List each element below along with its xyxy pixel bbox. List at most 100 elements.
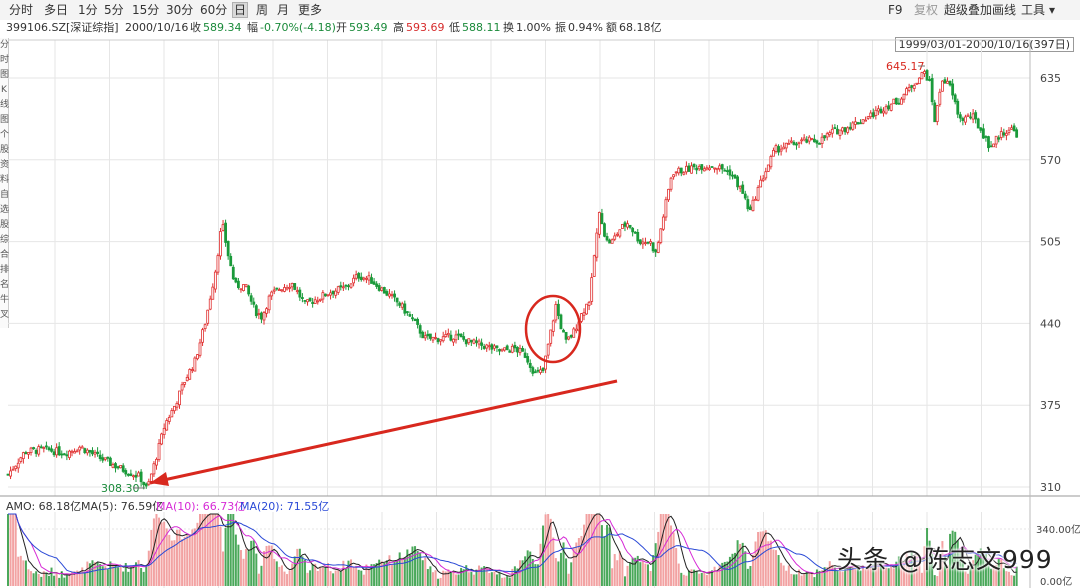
volume-bar [416, 551, 419, 586]
candle-body [78, 446, 82, 451]
volume-bar [124, 563, 127, 586]
tools-button[interactable]: 工具 [1021, 3, 1046, 17]
candle-body [119, 465, 123, 469]
volume-bar [117, 567, 120, 586]
candle-body [810, 137, 814, 140]
volume-bar [897, 556, 900, 586]
candle-body [615, 233, 619, 236]
candle-body [659, 228, 663, 243]
period-multiday[interactable]: 多日 [44, 3, 69, 17]
candle-body [357, 272, 361, 279]
candle-body [948, 80, 952, 86]
candle-body [101, 457, 105, 461]
volume-bar [94, 562, 97, 586]
candle-body [155, 458, 158, 466]
candle-body [992, 143, 995, 148]
volume-bar [905, 551, 908, 586]
candle-body [370, 277, 373, 284]
candle-body [98, 454, 102, 459]
volume-series [7, 514, 1018, 586]
volume-bar [572, 547, 575, 586]
volume-tick-top: 340.00亿 [1036, 523, 1080, 536]
candle-body [523, 352, 527, 358]
volume-bar [204, 514, 207, 586]
candle-body [567, 336, 571, 340]
volume-bar [355, 565, 358, 586]
candle-body [756, 187, 760, 201]
candle-body [713, 167, 716, 170]
candle-body [508, 350, 512, 353]
candle-body [907, 87, 911, 91]
candle-body [144, 483, 148, 487]
candle-body [293, 283, 297, 290]
candle-body [469, 339, 473, 343]
volume-bar [260, 565, 263, 586]
volume-bar [951, 530, 954, 586]
volume-bar [447, 569, 450, 586]
volume-bar [188, 535, 191, 586]
volume-bar [101, 566, 104, 586]
candle-body [953, 94, 957, 103]
candle-body [68, 450, 71, 458]
candle-body [382, 287, 386, 294]
candle-body [782, 146, 786, 150]
candle-body [400, 303, 404, 308]
candle-body [85, 449, 89, 454]
volume-bar [303, 559, 306, 586]
volume-bar [280, 565, 283, 586]
volume-bar [600, 525, 603, 586]
candle-body [434, 337, 437, 339]
candle-body [132, 475, 135, 478]
volume-bar [119, 566, 122, 586]
tools-dropdown-icon[interactable]: ▾ [1049, 3, 1056, 17]
volume-bar [716, 570, 719, 586]
candle-body [449, 334, 453, 341]
period-monthly[interactable]: 月 [277, 3, 290, 17]
volume-bar [352, 566, 355, 586]
volume-bar [350, 559, 353, 586]
candle-body [283, 287, 286, 292]
volume-bar [777, 555, 780, 586]
overlay-button[interactable]: 超级叠加 [944, 3, 993, 17]
volume-bar [111, 564, 114, 586]
volume-bar [339, 571, 342, 586]
candle-body [600, 213, 604, 225]
candle-body [339, 285, 343, 288]
volume-bar [129, 566, 132, 586]
volume-ma5-line [8, 513, 1017, 577]
period-more[interactable]: 更多 [298, 3, 323, 17]
draw-line-button[interactable]: 画线 [992, 3, 1017, 17]
period-15min[interactable]: 15分 [132, 3, 160, 17]
fuquan-button[interactable]: 复权 [914, 3, 939, 17]
volume-bar [700, 572, 703, 586]
volume-bar [37, 573, 40, 586]
period-5min[interactable]: 5分 [104, 3, 124, 17]
candle-body [989, 145, 993, 148]
period-daily[interactable]: 日 [232, 2, 249, 18]
period-toolbar: 分时 多日 1分 5分 15分 30分 60分 日 周 月 更多 F9 复权 超… [0, 0, 1080, 20]
candle-body [183, 381, 187, 385]
candle-body [477, 340, 481, 345]
volume-bar [936, 576, 939, 586]
candle-body [34, 450, 38, 454]
candle-body [784, 142, 788, 149]
volume-bar [483, 566, 486, 586]
candle-body [774, 145, 778, 152]
low-price-label: 308.30 [101, 482, 140, 495]
volume-bar [263, 551, 265, 586]
candle-body [687, 165, 691, 172]
period-weekly[interactable]: 周 [256, 3, 269, 17]
period-30min[interactable]: 30分 [166, 3, 194, 17]
period-intraday[interactable]: 分时 [9, 3, 34, 17]
close-label: 收 [190, 21, 201, 34]
candle-body [521, 348, 524, 352]
f9-button[interactable]: F9 [888, 3, 903, 17]
candle-body [388, 293, 391, 297]
period-1min[interactable]: 1分 [78, 3, 98, 17]
volume-bar [606, 524, 609, 586]
period-60min[interactable]: 60分 [200, 3, 228, 17]
amo-ma20: MA(20): 71.55亿 [240, 500, 330, 513]
candle-body [731, 174, 734, 177]
